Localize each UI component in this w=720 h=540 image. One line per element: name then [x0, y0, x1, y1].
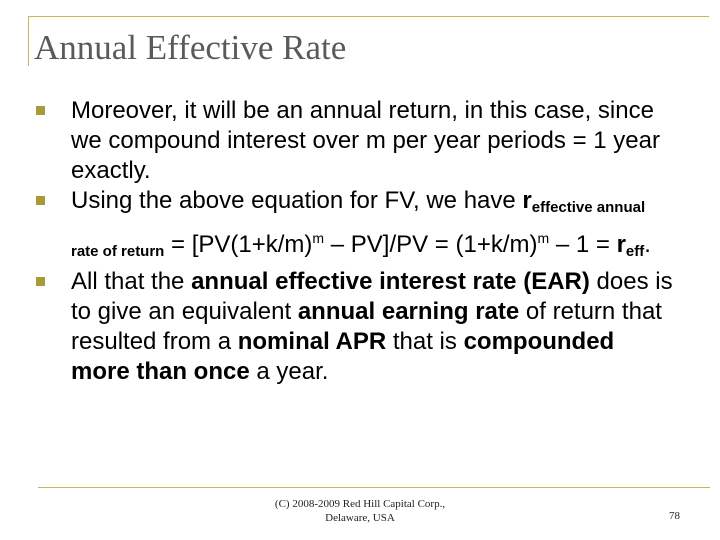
square-bullet-icon [36, 277, 45, 286]
exponent-2: m [537, 230, 550, 246]
bullet-3-bold-1: annual effective interest rate (EAR) [191, 268, 590, 295]
bullet-item-1: Moreover, it will be an annual return, i… [36, 96, 676, 186]
bullet-3-bold-2: annual earning rate [297, 298, 520, 325]
bullet-3-text-3: of return that resulted from a [71, 298, 662, 355]
bullet-3-bold-4: compounded more than once [71, 328, 615, 385]
bullet-list: Moreover, it will be an annual return, i… [36, 96, 676, 387]
r-eff-subscript: eff [625, 243, 645, 260]
bullet-1-text: Moreover, it will be an annual return, i… [71, 97, 660, 184]
footer-line-2: Delaware, USA [325, 512, 395, 524]
bullet-item-3: All that the annual effective interest r… [36, 267, 676, 387]
footer-copyright: (C) 2008-2009 Red Hill Capital Corp., De… [240, 497, 480, 525]
title-frame-left-rule [28, 16, 29, 66]
bullet-3-bold-3: nominal APR [237, 328, 387, 355]
footer-line-1: (C) 2008-2009 Red Hill Capital Corp., [274, 498, 446, 510]
bullet-3-text-1: All that the [71, 268, 192, 295]
page-number: 78 [669, 510, 680, 522]
bullet-2-intro: Using the above equation for FV, we have [71, 187, 523, 214]
footer-rule [38, 487, 710, 488]
equation-part-3: – 1 = [549, 231, 617, 258]
equation-part-1: = [PV(1+k/m) [164, 231, 313, 258]
equation-end: . [644, 231, 651, 258]
title-frame-top-rule [28, 16, 709, 17]
r-symbol: r [522, 187, 532, 214]
bullet-3-text-2: does is to give an equivalent [71, 268, 673, 325]
bullet-item-2: Using the above equation for FV, we have… [36, 186, 676, 267]
square-bullet-icon [36, 196, 45, 205]
r-subscript: effective annual rate of return [71, 199, 646, 260]
bullet-3-text-4: that is [386, 328, 464, 355]
r-eff-symbol: r [616, 231, 626, 258]
square-bullet-icon [36, 106, 45, 115]
equation-part-2: – PV]/PV = (1+k/m) [324, 231, 538, 258]
bullet-3-text-5: a year. [249, 358, 329, 385]
slide-title: Annual Effective Rate [34, 28, 347, 67]
exponent-1: m [312, 230, 325, 246]
